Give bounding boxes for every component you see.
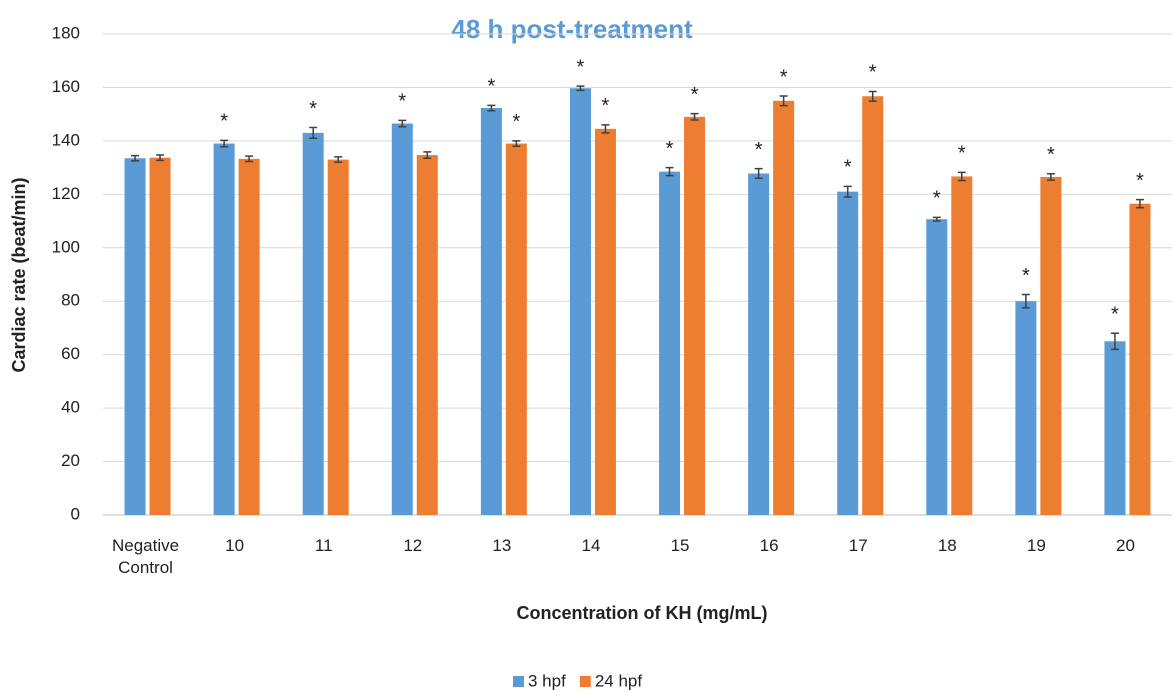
error-bar [309, 126, 318, 139]
error-bar [1021, 293, 1030, 309]
significance-label: * [780, 66, 788, 88]
y-tick-label: 120 [52, 184, 80, 203]
error-bar [754, 167, 763, 180]
y-tick-label: 140 [52, 130, 80, 149]
y-tick-label: 100 [52, 237, 80, 256]
bar [837, 191, 859, 515]
error-bar [957, 171, 966, 182]
error-bar [423, 151, 432, 160]
bar [926, 219, 948, 515]
significance-label: * [602, 95, 610, 117]
y-tick-label: 60 [61, 344, 80, 363]
legend-label: 3 hpf [528, 671, 566, 690]
bar [505, 143, 527, 516]
significance-label: * [487, 76, 495, 98]
significance-label: * [755, 139, 763, 161]
bar [480, 108, 502, 515]
y-tick-label: 20 [61, 451, 80, 470]
bar [213, 143, 235, 516]
error-bar [665, 166, 674, 177]
x-tick-label: Negative Control [111, 536, 180, 577]
bar [594, 128, 616, 515]
error-bar [576, 85, 585, 92]
significance-label: * [309, 98, 317, 120]
chart-title: 48 h post-treatment [451, 14, 693, 44]
x-tick-label: 11 [314, 536, 333, 555]
bar [569, 88, 591, 516]
significance-label: * [869, 62, 877, 84]
error-bar [245, 155, 254, 163]
significance-label: * [1111, 304, 1119, 326]
bar [748, 173, 770, 516]
error-bar [932, 216, 941, 222]
bar [1129, 203, 1151, 516]
error-bar [601, 124, 610, 134]
bar [416, 155, 438, 515]
x-tick-label: 15 [670, 536, 690, 555]
bar [773, 100, 795, 516]
error-bar [512, 140, 521, 147]
bar [391, 123, 413, 516]
error-bar [220, 139, 229, 148]
bar [238, 158, 260, 515]
error-bar [487, 104, 496, 112]
x-tick-label: 20 [1115, 536, 1135, 555]
legend-swatch [579, 676, 591, 687]
legend-label: 24 hpf [595, 671, 643, 690]
error-bar [1135, 198, 1144, 209]
significance-label: * [512, 111, 520, 133]
x-tick-label: 12 [403, 536, 423, 555]
significance-label: * [1047, 144, 1055, 166]
significance-label: * [958, 143, 966, 165]
bar [1104, 341, 1126, 515]
bar [1040, 176, 1062, 516]
x-tick-label: 16 [759, 536, 779, 555]
error-bar [334, 156, 343, 164]
bar [327, 159, 349, 515]
error-bar [131, 154, 140, 162]
y-tick-label: 0 [71, 504, 80, 523]
error-bar [779, 95, 788, 107]
significance-label: * [398, 91, 406, 113]
error-bar [868, 90, 877, 102]
significance-label: * [1022, 265, 1030, 287]
y-tick-label: 160 [52, 77, 80, 96]
significance-label: * [1136, 170, 1144, 192]
error-bar [690, 112, 699, 121]
x-tick-label: 10 [225, 536, 245, 555]
error-bar [398, 119, 407, 128]
legend-swatch [513, 676, 524, 687]
x-tick-label: 13 [492, 536, 512, 555]
x-tick-label: 18 [937, 536, 957, 555]
y-tick-label: 40 [61, 398, 80, 417]
bar [124, 158, 146, 515]
bar [659, 171, 681, 515]
x-tick-label: 17 [848, 536, 868, 555]
bar [302, 132, 324, 515]
x-tick-label: 19 [1026, 536, 1046, 555]
bar [951, 176, 973, 515]
significance-label: * [666, 138, 674, 160]
significance-label: * [220, 111, 228, 133]
y-tick-label: 180 [52, 23, 80, 42]
error-bar [156, 154, 165, 162]
error-bar [1046, 173, 1055, 181]
significance-label: * [933, 188, 941, 210]
y-tick-label: 80 [61, 291, 80, 310]
x-axis-title: Concentration of KH (mg/mL) [517, 603, 768, 623]
bar [684, 116, 706, 515]
significance-label: * [691, 84, 699, 106]
bar [149, 157, 171, 516]
error-bar [1110, 332, 1119, 351]
significance-label: * [844, 157, 852, 179]
y-axis-title: Cardiac rate (beat/min) [9, 177, 29, 372]
bar [862, 96, 884, 515]
significance-label: * [577, 56, 585, 78]
x-tick-label: 14 [581, 536, 601, 555]
error-bar [843, 185, 852, 198]
bar [1015, 301, 1037, 515]
